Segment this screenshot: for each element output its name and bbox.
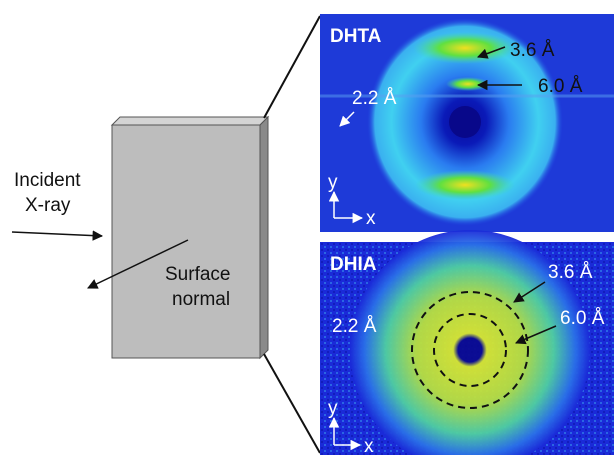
incident-label: Incident (14, 170, 81, 191)
surface-label: Surface (165, 264, 230, 285)
panel-title: DHIA (330, 254, 377, 275)
spacing-label: 6.0 Å (538, 76, 583, 97)
spacing-label: 3.6 Å (548, 262, 593, 283)
surface-label: normal (172, 289, 230, 310)
zoom-line (264, 16, 320, 118)
spacing-label: 3.6 Å (510, 40, 555, 61)
spacing-label: 6.0 Å (560, 308, 605, 329)
spacing-label: 2.2 Å (352, 88, 397, 109)
axis-label: y (328, 172, 338, 193)
panel-dhia: DHIA 3.6 Å 6.0 Å 2.2 Å y x (320, 230, 614, 455)
spacing-label: 2.2 Å (332, 316, 377, 337)
figure: Incident X-ray Surface normal DHTA 3.6 Å… (0, 0, 614, 455)
arc (446, 77, 490, 91)
axis-label: x (364, 436, 374, 455)
incident-arrow (12, 232, 102, 236)
panel-dhta: DHTA 3.6 Å 6.0 Å 2.2 Å y x (320, 14, 614, 232)
arc (415, 170, 515, 200)
zoom-line (264, 354, 320, 453)
incident-label: X-ray (25, 195, 71, 216)
axis-label: y (328, 398, 338, 419)
slab-side (260, 117, 268, 358)
panel-title: DHTA (330, 26, 382, 47)
axis-label: x (366, 208, 376, 229)
slab-top (112, 117, 268, 125)
beam-stop (449, 106, 481, 138)
